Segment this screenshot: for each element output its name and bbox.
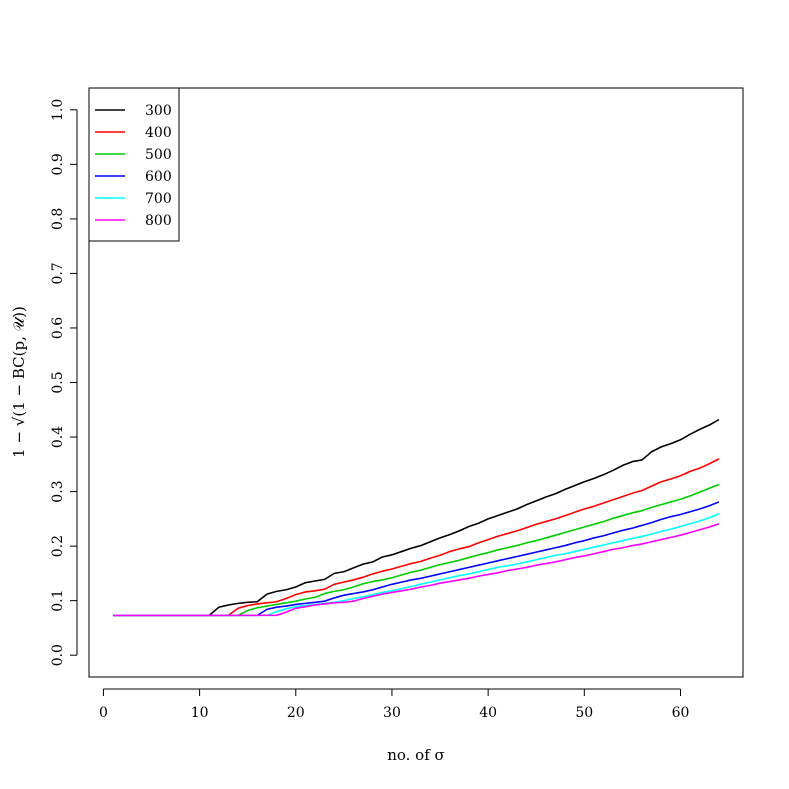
series-line-800 (113, 522, 720, 617)
series-layer (113, 418, 720, 617)
y-tick-label: 1.0 (50, 99, 66, 121)
y-tick-label: 0.2 (50, 535, 66, 557)
y-tick-label: 0.1 (50, 590, 66, 612)
x-axis-title: no. of σ (387, 746, 445, 764)
y-tick-label: 0.7 (50, 262, 66, 284)
x-tick-label: 50 (575, 705, 593, 721)
x-tick-label: 20 (287, 705, 305, 721)
y-tick-label: 0.0 (50, 644, 66, 666)
x-tick-label: 0 (99, 705, 108, 721)
plot-frame (88, 87, 744, 678)
y-tick-label: 0.9 (50, 153, 66, 175)
x-tick-label: 30 (383, 705, 401, 721)
legend-label-400: 400 (145, 125, 172, 141)
legend-label-500: 500 (145, 147, 172, 163)
y-tick-label: 0.5 (50, 371, 66, 393)
y-tick-label: 0.3 (50, 480, 66, 502)
y-axis-title: 1 − √(1 − BC(p, 𝒰)) (10, 306, 28, 458)
legend-box (88, 87, 180, 242)
series-line-300 (113, 418, 720, 617)
y-tick-label: 0.6 (50, 317, 66, 339)
x-tick-label: 60 (672, 705, 690, 721)
y-tick-label: 0.4 (50, 426, 66, 448)
x-tick-label: 40 (479, 705, 497, 721)
legend: 300 400 500 600 700 800 (88, 87, 180, 242)
y-tick-label: 0.8 (50, 208, 66, 230)
legend-label-600: 600 (145, 169, 172, 185)
x-tick-label: 10 (191, 705, 209, 721)
axis-layer: 0 10 20 30 40 50 60 0.0 0.1 0.2 0.3 0.4 0.5 0.6 0.7 0.8… (50, 99, 689, 721)
legend-label-700: 700 (145, 191, 172, 207)
legend-label-300: 300 (145, 103, 172, 119)
legend-label-800: 800 (145, 213, 172, 229)
